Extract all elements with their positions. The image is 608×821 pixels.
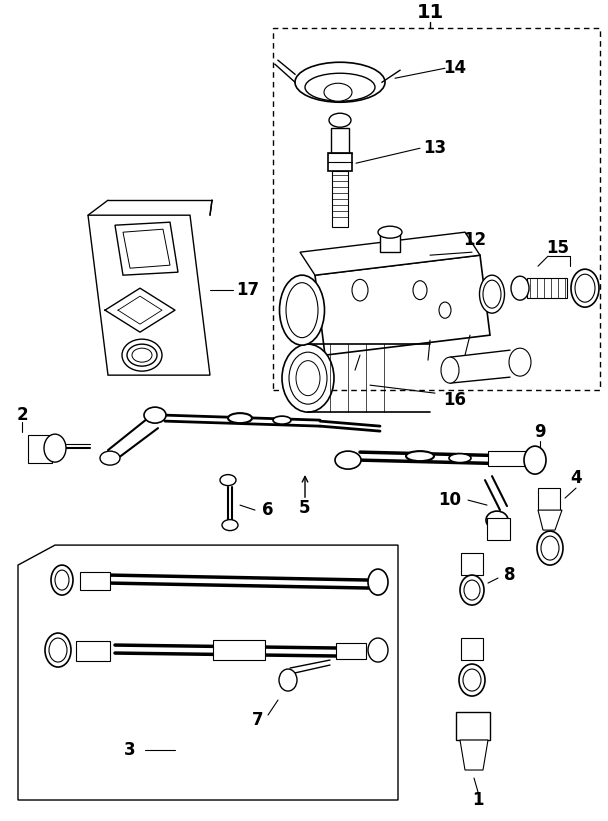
Ellipse shape bbox=[406, 451, 434, 461]
Text: 7: 7 bbox=[252, 711, 264, 729]
Ellipse shape bbox=[55, 570, 69, 590]
Ellipse shape bbox=[100, 451, 120, 466]
Text: 14: 14 bbox=[443, 59, 466, 77]
Circle shape bbox=[352, 279, 368, 301]
Ellipse shape bbox=[282, 344, 334, 412]
Bar bbox=[213, 640, 265, 660]
Ellipse shape bbox=[220, 475, 236, 485]
Ellipse shape bbox=[289, 352, 327, 404]
Ellipse shape bbox=[486, 511, 508, 529]
Ellipse shape bbox=[509, 348, 531, 376]
Ellipse shape bbox=[51, 565, 73, 595]
Ellipse shape bbox=[280, 275, 325, 345]
Ellipse shape bbox=[541, 536, 559, 560]
Bar bbox=[332, 172, 348, 227]
Ellipse shape bbox=[279, 669, 297, 691]
Bar bbox=[331, 128, 349, 154]
Ellipse shape bbox=[460, 575, 484, 605]
Ellipse shape bbox=[378, 227, 402, 238]
Ellipse shape bbox=[127, 344, 157, 366]
Ellipse shape bbox=[286, 282, 318, 337]
Ellipse shape bbox=[296, 360, 320, 396]
Text: 8: 8 bbox=[504, 566, 516, 584]
Ellipse shape bbox=[368, 569, 388, 595]
Text: 6: 6 bbox=[262, 501, 274, 519]
Text: 2: 2 bbox=[16, 406, 28, 424]
Polygon shape bbox=[456, 712, 490, 740]
Text: 17: 17 bbox=[237, 281, 260, 299]
Bar bbox=[488, 451, 526, 466]
Circle shape bbox=[439, 302, 451, 319]
Ellipse shape bbox=[464, 580, 480, 600]
Text: 3: 3 bbox=[124, 741, 136, 759]
Ellipse shape bbox=[324, 83, 352, 101]
Ellipse shape bbox=[537, 531, 563, 565]
Bar bbox=[461, 553, 483, 575]
Bar bbox=[273, 28, 600, 390]
Text: 4: 4 bbox=[570, 469, 582, 487]
Ellipse shape bbox=[273, 416, 291, 424]
Bar bbox=[527, 278, 567, 298]
Ellipse shape bbox=[132, 348, 152, 362]
Ellipse shape bbox=[329, 113, 351, 127]
Text: 16: 16 bbox=[443, 391, 466, 409]
Text: 9: 9 bbox=[534, 423, 546, 441]
Bar bbox=[461, 638, 483, 660]
Ellipse shape bbox=[222, 520, 238, 530]
Ellipse shape bbox=[144, 407, 166, 423]
Ellipse shape bbox=[575, 274, 595, 302]
Ellipse shape bbox=[480, 275, 505, 313]
Circle shape bbox=[413, 281, 427, 300]
Polygon shape bbox=[88, 215, 210, 375]
Polygon shape bbox=[300, 232, 480, 275]
Bar bbox=[76, 641, 110, 661]
Text: 11: 11 bbox=[416, 2, 444, 21]
Ellipse shape bbox=[463, 669, 481, 691]
Text: 12: 12 bbox=[463, 232, 486, 250]
Polygon shape bbox=[460, 740, 488, 770]
Text: 5: 5 bbox=[299, 499, 311, 517]
Ellipse shape bbox=[49, 638, 67, 662]
Ellipse shape bbox=[441, 357, 459, 383]
Text: 10: 10 bbox=[438, 491, 461, 509]
Polygon shape bbox=[123, 229, 170, 268]
Ellipse shape bbox=[305, 73, 375, 101]
Ellipse shape bbox=[44, 434, 66, 462]
Bar bbox=[80, 572, 110, 590]
Bar bbox=[28, 435, 52, 463]
Polygon shape bbox=[315, 255, 490, 355]
Ellipse shape bbox=[122, 339, 162, 371]
Polygon shape bbox=[115, 222, 178, 275]
Bar bbox=[328, 154, 352, 172]
Ellipse shape bbox=[335, 451, 361, 469]
Polygon shape bbox=[18, 545, 398, 800]
Bar bbox=[380, 232, 400, 252]
Ellipse shape bbox=[368, 638, 388, 662]
Bar bbox=[538, 488, 560, 510]
Ellipse shape bbox=[571, 269, 599, 307]
Ellipse shape bbox=[295, 62, 385, 103]
Ellipse shape bbox=[483, 280, 501, 308]
Ellipse shape bbox=[45, 633, 71, 667]
Bar bbox=[336, 643, 366, 659]
Text: 13: 13 bbox=[423, 140, 446, 157]
Ellipse shape bbox=[524, 446, 546, 474]
Ellipse shape bbox=[511, 276, 529, 300]
Ellipse shape bbox=[449, 454, 471, 462]
Ellipse shape bbox=[459, 664, 485, 696]
Ellipse shape bbox=[228, 413, 252, 423]
Text: 1: 1 bbox=[472, 791, 484, 809]
Polygon shape bbox=[538, 510, 562, 530]
Text: 15: 15 bbox=[547, 239, 570, 257]
Bar bbox=[487, 518, 510, 540]
